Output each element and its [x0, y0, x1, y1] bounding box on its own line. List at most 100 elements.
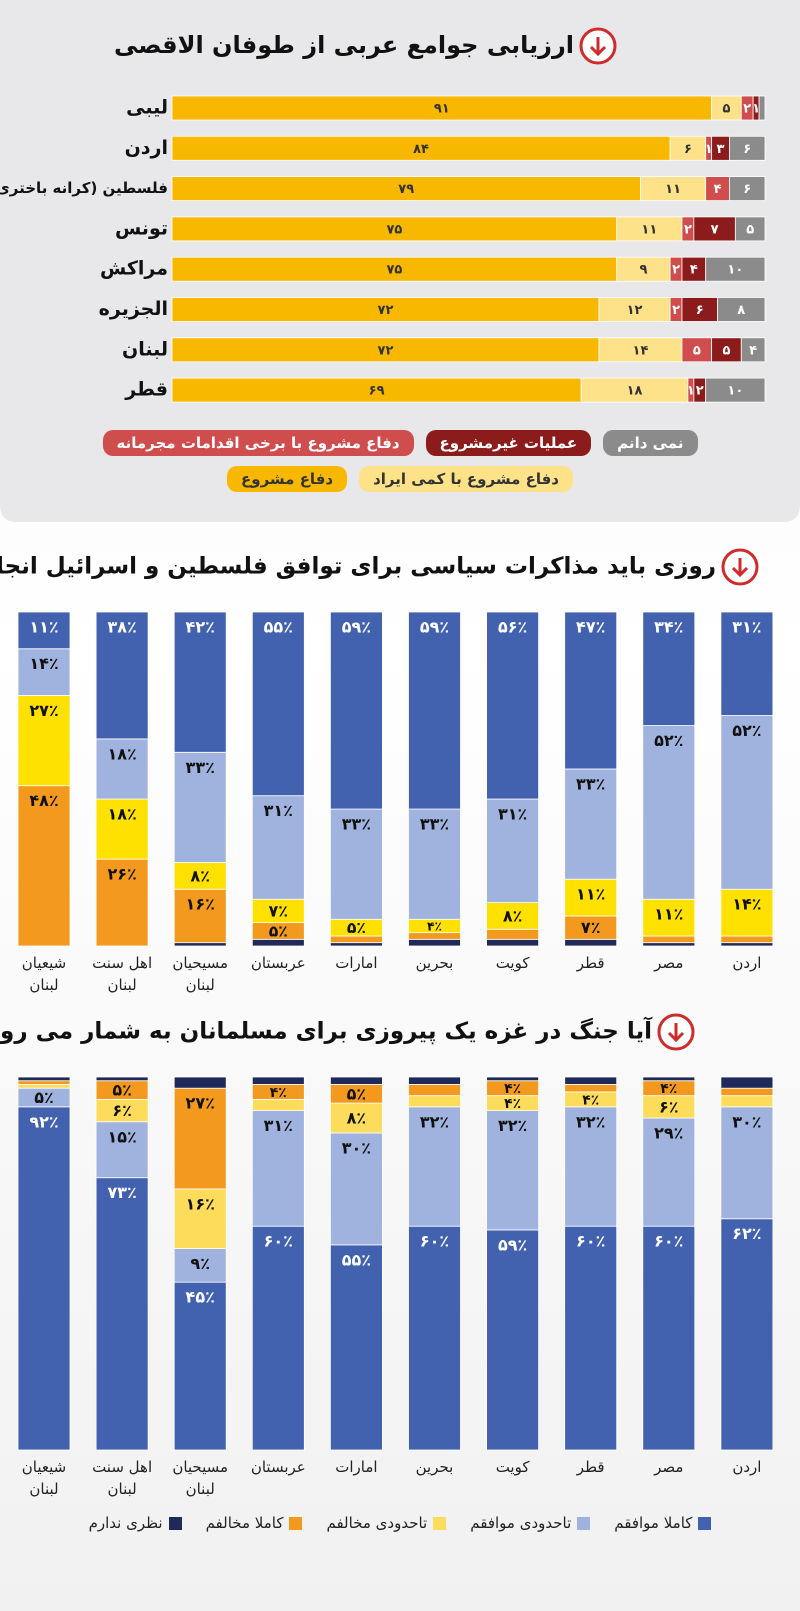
bar-segment — [173, 1248, 227, 1283]
bar-segment — [17, 1076, 71, 1082]
value-label: ۵۹٪ — [420, 618, 449, 637]
bar-segment — [408, 808, 461, 920]
category-label: مصر — [654, 954, 684, 972]
category-label: اردن — [732, 1458, 762, 1476]
value-label: ۷۵ — [386, 263, 402, 278]
value-label: ۲ — [696, 384, 704, 399]
legend-label: کاملا مخالفم — [205, 1514, 284, 1532]
bar-segment — [640, 176, 707, 202]
value-label: ۷۳٪ — [107, 1183, 136, 1202]
bar-segment — [95, 738, 149, 800]
bar-segment — [95, 611, 149, 740]
category-label: شیعیان لبنان — [21, 1458, 67, 1498]
value-label: ۳۱٪ — [498, 805, 527, 824]
bar-segment — [734, 216, 766, 242]
category-label: مصر — [654, 1458, 684, 1476]
bar-segment — [251, 1110, 305, 1227]
value-label: ۱۱ — [665, 182, 681, 197]
legend-item: تاحدودی موافقم — [470, 1514, 591, 1532]
bar-segment — [681, 337, 713, 363]
bar-segment — [17, 695, 71, 787]
category-label: لیبی — [126, 97, 168, 119]
value-label: ۸٪ — [503, 906, 523, 925]
category-label: لبنان — [122, 338, 168, 360]
value-label: ۲۷٪ — [29, 701, 58, 720]
bar-segment — [564, 611, 618, 770]
value-label: ۶ — [743, 142, 751, 157]
bar-segment — [564, 1076, 618, 1085]
bar-segment — [598, 297, 671, 322]
bar-segment — [408, 932, 461, 940]
value-label: ۵۵٪ — [264, 618, 293, 637]
bar-segment — [486, 1076, 540, 1082]
bar-segment — [173, 1076, 227, 1089]
bar-segment — [564, 1084, 618, 1093]
value-label: ۳۸٪ — [107, 618, 136, 637]
value-label: ۶ — [743, 182, 751, 197]
bar-segment — [408, 611, 461, 810]
category-label: قطر — [576, 1458, 605, 1476]
category-label: بحرین — [415, 1458, 454, 1476]
value-label: ۳۱٪ — [264, 801, 293, 820]
value-label: ۶۰٪ — [576, 1232, 605, 1251]
bar-segment — [564, 1106, 618, 1227]
bar-segment — [173, 611, 227, 753]
value-label: ۳۴٪ — [654, 618, 683, 637]
bar-segment — [408, 938, 461, 947]
bar-segment — [95, 1076, 149, 1082]
category-label: مراکش — [100, 258, 168, 280]
value-label: ۱۱٪ — [654, 905, 683, 924]
legend-label: نظری ندارم — [88, 1514, 163, 1532]
bar-segment — [720, 1218, 774, 1451]
bar-segment — [486, 798, 540, 903]
bar-segment — [711, 95, 742, 121]
value-label: ۳۳٪ — [420, 815, 449, 834]
legend-item: دفاع مشروع با کمی ایراد — [359, 466, 573, 492]
category-label: فلسطین (کرانه باختری) — [0, 179, 168, 197]
bar-segment — [95, 1177, 149, 1451]
category-label: الجزیره — [99, 298, 168, 320]
bar-segment — [642, 1225, 696, 1451]
legend-item: دفاع مشروع — [227, 466, 348, 492]
value-label: ۱۶٪ — [186, 1194, 215, 1213]
bar-segment — [564, 938, 618, 947]
value-label: ۷٪ — [269, 901, 289, 920]
value-label: ۳۰٪ — [732, 1112, 761, 1131]
value-label: ۵۲٪ — [732, 721, 761, 740]
value-label: ۴۸٪ — [29, 791, 58, 810]
value-label: ۶۰٪ — [264, 1232, 293, 1251]
value-label: ۱۱ — [641, 222, 657, 237]
value-label: ۶۲٪ — [732, 1224, 761, 1243]
bar-segment — [408, 1106, 461, 1227]
value-label: ۵ — [746, 222, 754, 237]
value-label: ۵۲٪ — [654, 731, 683, 750]
value-label: ۵٪ — [269, 921, 288, 940]
value-label: ۱۸٪ — [107, 744, 136, 763]
category-label: اردن — [732, 954, 762, 972]
value-label: ۱ — [705, 142, 713, 157]
bar-segment — [95, 1121, 149, 1179]
value-label: ۷٪ — [581, 918, 601, 937]
chart-title: آیا جنگ در غزه یک پیروزی برای مسلمانان ب… — [0, 1016, 653, 1045]
title-icon — [721, 548, 759, 586]
legend-label: تاحدودی موافقم — [470, 1514, 572, 1532]
value-label: ۴٪ — [270, 1085, 287, 1101]
value-label: ۱ — [687, 384, 695, 399]
value-label: ۴ — [749, 343, 757, 358]
bar-segment — [408, 1076, 461, 1085]
bar-segment — [564, 878, 618, 917]
value-label: ۵۵٪ — [342, 1250, 371, 1269]
value-label: ۵ — [722, 343, 730, 358]
bar-segment — [17, 1106, 71, 1451]
bar-segment — [173, 1087, 227, 1190]
legend-swatch — [289, 1517, 303, 1530]
value-label: ۵٪ — [347, 918, 366, 937]
legend-item: نظری ندارم — [89, 1514, 182, 1532]
value-label: ۴٪ — [660, 1081, 677, 1097]
value-label: ۶ — [684, 142, 692, 157]
bar-segment — [329, 1132, 383, 1246]
bar-segment — [329, 808, 383, 920]
bar-segment — [95, 798, 149, 860]
category-label: قطر — [124, 379, 168, 401]
